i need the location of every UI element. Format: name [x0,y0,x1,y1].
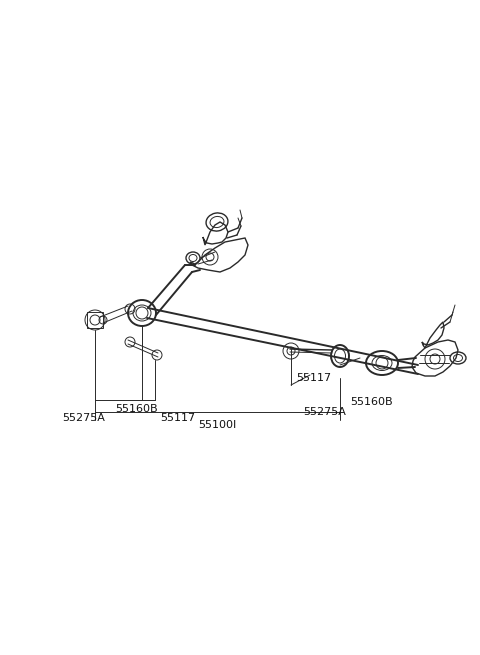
Text: 55275A: 55275A [303,407,346,417]
Text: 55160B: 55160B [115,404,157,414]
Text: 55117: 55117 [160,413,195,423]
Text: 55275A: 55275A [62,413,105,423]
Text: 55160B: 55160B [350,397,393,407]
Text: 55100I: 55100I [198,420,236,430]
Text: 55117: 55117 [296,373,331,383]
